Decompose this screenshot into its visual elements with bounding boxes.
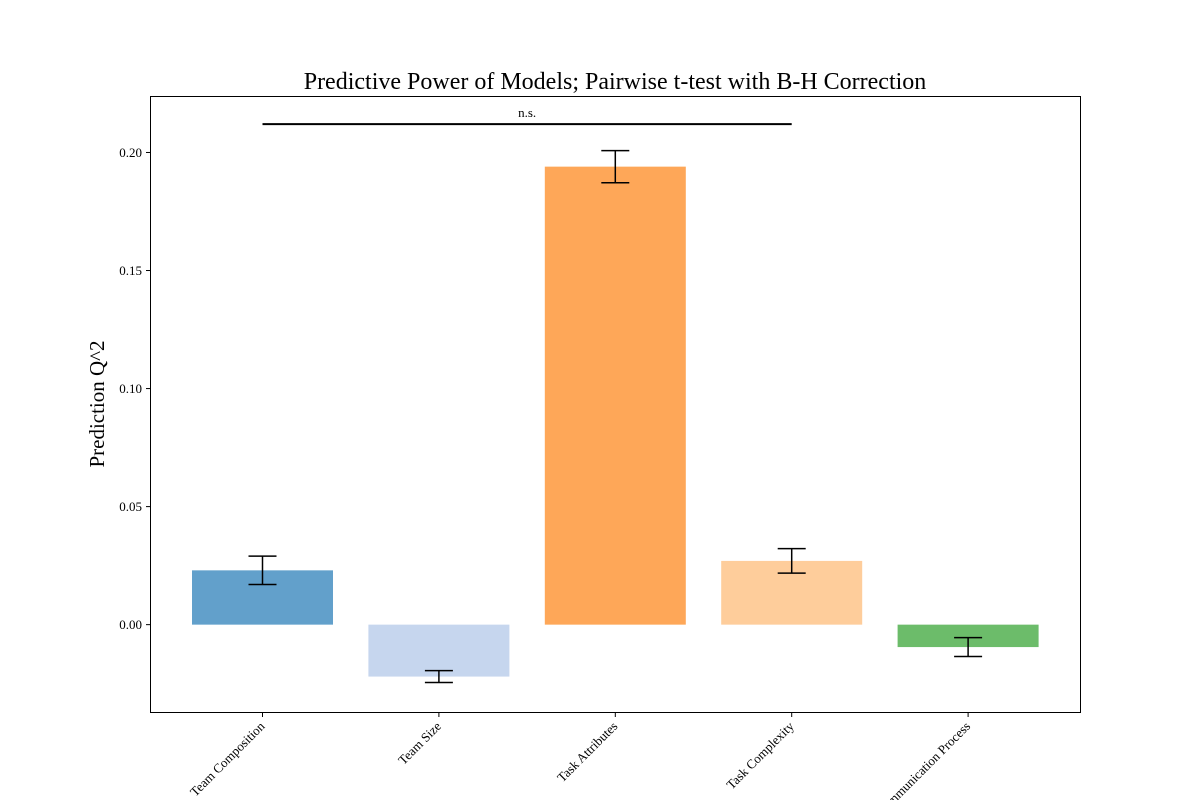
error-bars-group bbox=[248, 149, 983, 684]
x-tick-label-1: Team Size bbox=[395, 718, 444, 767]
annotations-group: n.s. bbox=[262, 105, 792, 126]
y-tick-label-4: 0.20 bbox=[119, 145, 142, 160]
x-tick-label-2: Task Attributes bbox=[554, 719, 620, 785]
y-axis: 0.00 0.05 0.10 0.15 0.20 bbox=[119, 145, 151, 632]
x-axis: Team Composition Team Size Task Attributes… bbox=[187, 712, 973, 805]
x-tick-label-4: Communication Process bbox=[873, 719, 973, 800]
bar-4 bbox=[897, 624, 1039, 648]
y-tick-label-1: 0.05 bbox=[119, 499, 142, 514]
chart-title: Predictive Power of Models; Pairwise t-t… bbox=[304, 69, 927, 95]
bar-2 bbox=[544, 166, 686, 625]
y-axis-label: Prediction Q^2 bbox=[85, 340, 109, 467]
x-tick-label-3: Task Complexity bbox=[723, 718, 797, 792]
y-tick-label-0: 0.00 bbox=[119, 617, 142, 632]
bars-group bbox=[192, 166, 1039, 677]
significance-label-0: n.s. bbox=[518, 105, 536, 120]
x-tick-label-0: Team Composition bbox=[187, 718, 268, 799]
y-tick-label-2: 0.10 bbox=[119, 381, 142, 396]
y-tick-label-3: 0.15 bbox=[119, 263, 142, 278]
bar-1 bbox=[368, 624, 510, 677]
